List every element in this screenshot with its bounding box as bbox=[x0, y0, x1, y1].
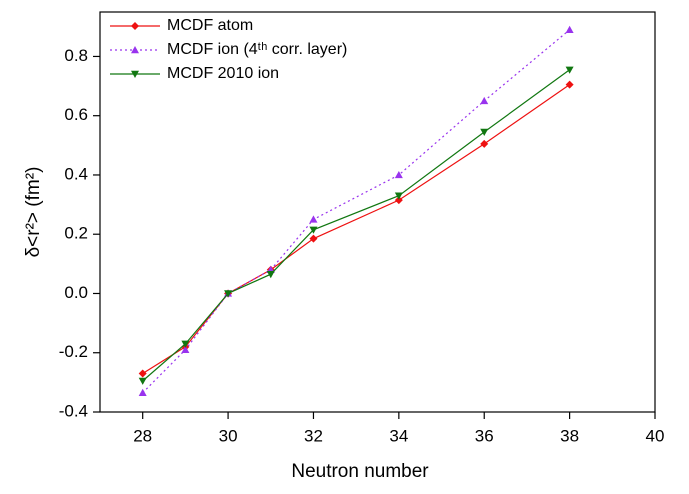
marker bbox=[181, 340, 190, 348]
marker bbox=[138, 388, 147, 396]
legend-marker bbox=[131, 70, 139, 78]
y-tick-label: 0.8 bbox=[64, 46, 88, 65]
marker bbox=[480, 139, 489, 148]
marker bbox=[309, 215, 318, 223]
marker bbox=[565, 80, 574, 89]
marker bbox=[394, 170, 403, 179]
y-tick-label: 0.2 bbox=[64, 224, 88, 243]
x-tick-label: 28 bbox=[133, 426, 152, 445]
marker bbox=[565, 66, 574, 74]
marker bbox=[266, 271, 275, 279]
y-axis-label: δ<r²> (fm²) bbox=[23, 167, 44, 258]
x-tick-label: 38 bbox=[560, 426, 579, 445]
marker bbox=[394, 196, 403, 205]
y-tick-label: 0.4 bbox=[64, 164, 88, 183]
y-tick-label: -0.4 bbox=[59, 401, 88, 420]
plot-frame bbox=[99, 11, 656, 413]
legend-label: MCDF atom bbox=[167, 17, 253, 34]
x-axis-label: Neutron number bbox=[291, 461, 429, 482]
x-tick-label: 30 bbox=[219, 426, 238, 445]
legend-marker bbox=[131, 46, 139, 54]
series-line bbox=[142, 69, 570, 382]
x-tick-label: 34 bbox=[389, 426, 408, 445]
marker bbox=[181, 345, 190, 353]
x-tick-label: 32 bbox=[304, 426, 323, 445]
marker bbox=[480, 128, 489, 136]
marker bbox=[565, 25, 574, 33]
marker bbox=[138, 369, 147, 378]
series-line bbox=[142, 84, 570, 374]
legend-marker bbox=[131, 22, 139, 30]
legend-label: MCDF ion (4ᵗʰ corr. layer) bbox=[167, 41, 347, 58]
marker bbox=[224, 290, 233, 298]
marker bbox=[394, 192, 403, 200]
marker bbox=[309, 234, 318, 243]
marker bbox=[309, 226, 318, 234]
y-tick-label: -0.2 bbox=[59, 342, 88, 361]
marker bbox=[138, 377, 147, 385]
legend-label: MCDF 2010 ion bbox=[167, 65, 279, 82]
y-tick-label: 0.0 bbox=[64, 283, 88, 302]
x-tick-label: 36 bbox=[475, 426, 494, 445]
y-tick-label: 0.6 bbox=[64, 105, 88, 124]
series-line bbox=[142, 29, 570, 394]
x-tick-label: 40 bbox=[646, 426, 665, 445]
marker bbox=[480, 96, 489, 105]
